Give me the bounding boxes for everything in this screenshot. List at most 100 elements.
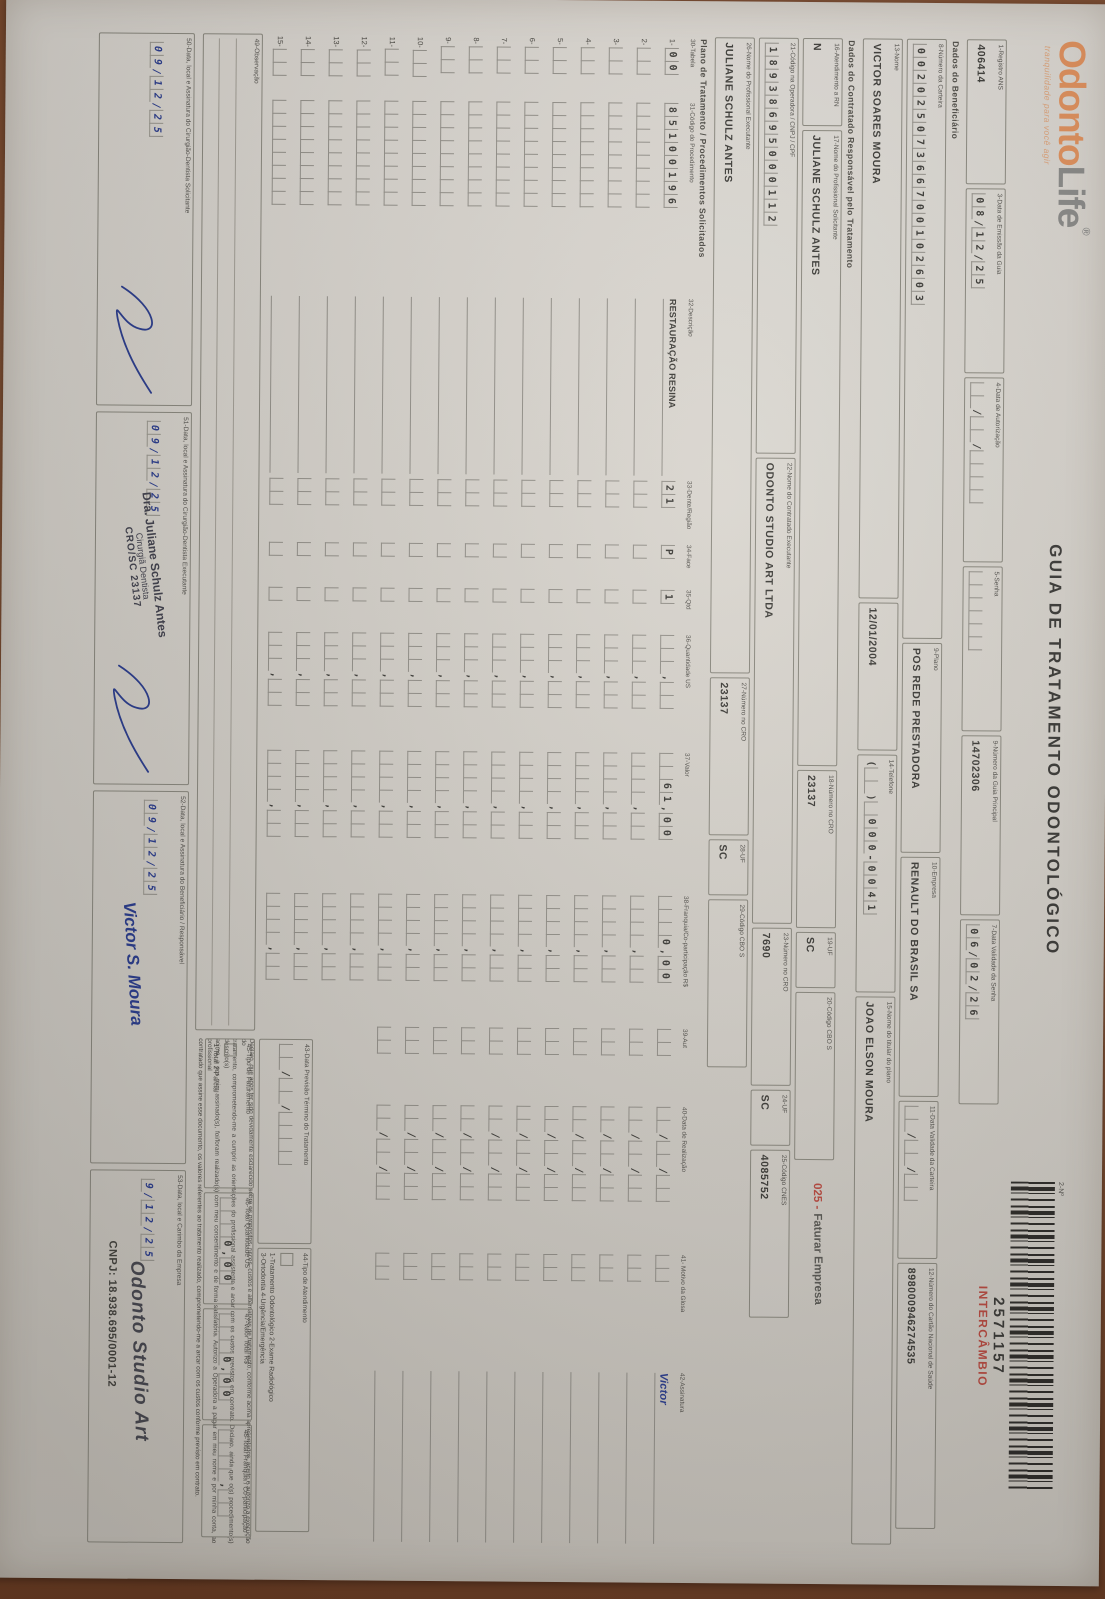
cell [460, 1118, 475, 1132]
cell [489, 920, 504, 934]
digit-cells: , [377, 893, 393, 981]
cell [433, 920, 448, 934]
cell [545, 954, 560, 969]
digit-cells [520, 588, 535, 603]
digit-cells [271, 99, 287, 205]
field-value: 12/01/2004 [863, 607, 882, 745]
cell [524, 114, 539, 128]
cell-data_realizacao: / / [595, 1104, 618, 1252]
cell-codigo [351, 98, 375, 294]
cell [327, 178, 342, 192]
cell [327, 191, 342, 206]
cell [488, 1105, 503, 1119]
cell-descricao [405, 295, 426, 477]
cell [408, 645, 423, 659]
cell [435, 751, 450, 765]
cell: 7 [911, 186, 926, 200]
column-label-face: 34-Face [684, 545, 692, 569]
cell [627, 1174, 642, 1188]
digit-cells [324, 587, 339, 602]
cell [355, 152, 371, 166]
cell [377, 966, 392, 981]
digit-cells [636, 47, 651, 75]
cell [432, 1105, 447, 1119]
cell [404, 1151, 419, 1165]
cell [219, 1223, 234, 1237]
cell: / [144, 860, 156, 867]
cell: 8 [971, 206, 986, 220]
field-label: 15-Nome do titular do plano [884, 1001, 893, 1084]
stamp-number: 025 - [810, 1183, 824, 1210]
cell: 1 [143, 833, 158, 847]
cell [300, 61, 315, 76]
cell [904, 1118, 919, 1132]
cell [464, 588, 479, 603]
cell-valor: , [318, 748, 341, 891]
cell [517, 933, 532, 947]
cell: / [600, 1167, 613, 1174]
cell: 5 [912, 108, 927, 122]
field-senha: 5-Senha [961, 566, 1003, 732]
cell [278, 1077, 293, 1091]
cell [601, 968, 616, 983]
field-text: 898000946274535 [904, 1267, 918, 1365]
cell [968, 623, 983, 637]
cell [491, 751, 506, 765]
cell-dente [629, 479, 652, 543]
cell [464, 646, 479, 660]
digit-cells [381, 478, 396, 506]
cell [573, 968, 588, 983]
cell-franquia: , [513, 893, 536, 1026]
cell [437, 492, 452, 507]
cell [656, 1140, 671, 1154]
digit-cells [353, 478, 368, 506]
field-codigo-operadora: 21-Código na Operadora / CNPJ / CPF 1 8 9 3 8… [755, 37, 799, 454]
cell: 9 [149, 54, 164, 68]
field-value: 406414 [972, 44, 991, 179]
cell [544, 1139, 559, 1154]
field-value: SC [714, 844, 732, 890]
cell: P [660, 544, 675, 559]
cell [655, 1187, 670, 1202]
cell [265, 965, 280, 980]
digit-cells: , [547, 633, 563, 709]
cell [432, 1040, 448, 1055]
cell: , [492, 673, 504, 680]
cell: 6 [658, 778, 674, 792]
field-label: 22-Nome do Contratado Executante [784, 462, 793, 569]
value-line [401, 1370, 418, 1542]
cell [659, 660, 675, 674]
cell [490, 811, 505, 825]
cell [297, 477, 312, 492]
cell [491, 659, 507, 673]
cell: 2 [912, 69, 927, 83]
cell [294, 810, 309, 824]
cell [379, 750, 394, 764]
cell-valor: , [374, 749, 397, 892]
cell [377, 919, 392, 933]
digit-cells: , [407, 632, 423, 708]
cell: / [461, 1166, 473, 1173]
field-value: SC [802, 937, 820, 983]
cell [380, 542, 395, 557]
cell [608, 60, 623, 75]
cell [269, 490, 284, 505]
cell-qtd [544, 587, 566, 632]
cell [328, 139, 343, 153]
cell: / [601, 1133, 613, 1140]
cell [599, 1267, 614, 1282]
cell: 9 [663, 180, 678, 194]
cell [463, 764, 478, 778]
cell [599, 1254, 614, 1268]
cell: / [377, 1165, 389, 1172]
cell [378, 823, 393, 838]
cell-franquia: , [261, 891, 284, 1024]
cell-franquia: , [569, 893, 592, 1026]
cell: 0 [664, 60, 679, 75]
cell-qtd_us: , [347, 630, 370, 748]
digit-cells [549, 479, 564, 508]
cell [405, 932, 420, 946]
cell: 0 [146, 420, 161, 434]
